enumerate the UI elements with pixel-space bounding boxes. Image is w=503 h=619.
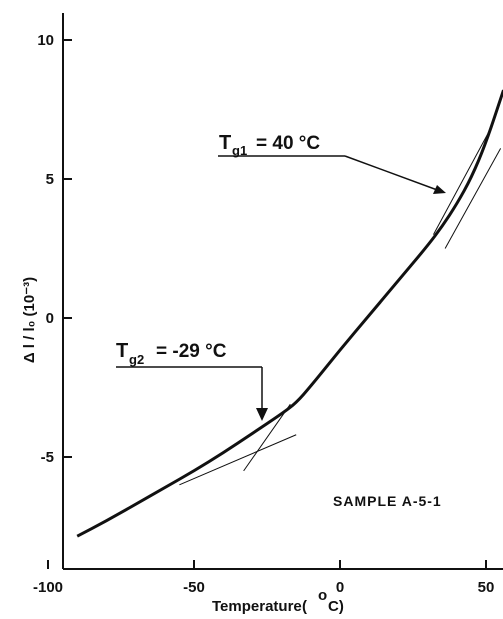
expansion-curve	[76, 89, 503, 538]
tangent-line	[444, 148, 502, 249]
tangent-line	[243, 403, 291, 472]
tangent-line	[432, 131, 490, 235]
x-tick-label: 50	[478, 579, 495, 596]
sample-label: SAMPLE A-5-1	[333, 493, 442, 509]
tg1-annotation: T g1 = 40 °C	[218, 132, 446, 194]
y-tick-label: 10	[37, 32, 54, 49]
x-axis-unit-open: (	[302, 598, 307, 615]
tg1-arrow-line	[344, 155, 441, 192]
x-tick-label: -100	[33, 579, 63, 596]
y-tick-label: 0	[46, 310, 54, 327]
svg-text:= 40 °C: = 40 °C	[256, 133, 320, 154]
tangent-line	[179, 434, 297, 486]
tg2-annotation: T g2 = -29 °C	[116, 340, 268, 421]
x-axis-unit-c: C)	[328, 598, 344, 615]
x-axis-title: Temperature	[212, 598, 302, 615]
y-tick-label: -5	[41, 449, 54, 466]
y-tick-label: 5	[46, 171, 54, 188]
series	[76, 89, 503, 538]
x-axis-unit-degree: o	[318, 587, 327, 604]
x-tick-label: -50	[183, 579, 205, 596]
ticks	[47, 39, 487, 569]
svg-text:g2: g2	[129, 352, 144, 367]
svg-text:g1: g1	[232, 143, 247, 158]
svg-text:= -29 °C: = -29 °C	[156, 341, 227, 362]
tangent-lines	[179, 131, 502, 486]
x-tick-label: 0	[336, 579, 344, 596]
y-axis-title: Δ l / l₀ (10⁻³)	[21, 277, 38, 363]
tg2-arrow-head	[256, 408, 268, 421]
svg-text:T: T	[116, 340, 128, 362]
tg1-arrow-head	[433, 185, 446, 194]
svg-text:T: T	[219, 132, 231, 154]
